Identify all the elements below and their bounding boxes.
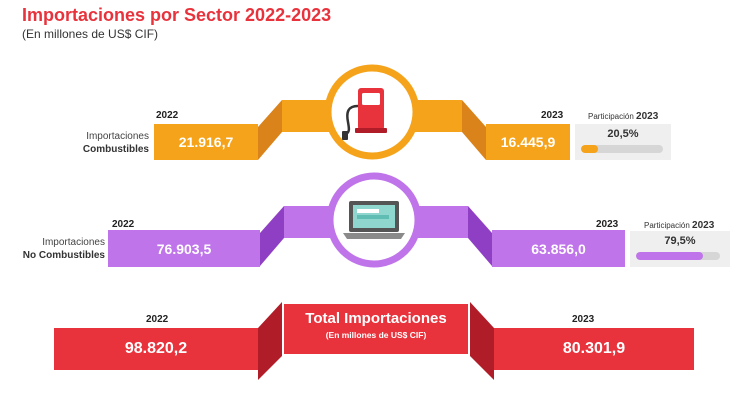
- total-banner: Total Importaciones (En millones de US$ …: [282, 302, 470, 356]
- nonfuel-share-fill: [636, 252, 703, 260]
- nonfuel-row-label: Importaciones No Combustibles: [0, 236, 105, 262]
- fuel-bar-2022: 21.916,7: [154, 124, 258, 160]
- total-ribbon-fold-right: [470, 302, 494, 380]
- total-year-2022: 2022: [146, 314, 169, 325]
- page-subtitle: (En millones de US$ CIF): [22, 27, 159, 41]
- nonfuel-bar-2022: 76.903,5: [108, 230, 260, 267]
- nonfuel-share-box: 79,5%: [630, 231, 730, 267]
- total-banner-title: Total Importaciones: [305, 310, 447, 327]
- total-bar-2023: 80.301,9: [494, 328, 694, 370]
- total-year-2023: 2023: [572, 314, 595, 325]
- page-title: Importaciones por Sector 2022-2023: [22, 5, 332, 25]
- fuel-row-label: Importaciones Combustibles: [40, 130, 149, 156]
- fuel-bar-2023: 16.445,9: [486, 124, 570, 160]
- nonfuel-row-label-line1: Importaciones: [42, 237, 105, 248]
- fuel-share-fill: [581, 145, 598, 153]
- fuel-ribbon-fold-right: [462, 100, 486, 160]
- fuel-share-track: [581, 145, 663, 153]
- fuel-share-heading: Participación 2023: [588, 111, 658, 122]
- fuel-year-2022: 2022: [156, 110, 179, 121]
- fuel-share-value: 20,5%: [607, 128, 639, 140]
- total-ribbon-fold-left: [258, 302, 282, 380]
- total-bar-2022: 98.820,2: [54, 328, 258, 370]
- fuel-share-year: 2023: [636, 111, 659, 122]
- nonfuel-share-label: Participación: [644, 221, 690, 230]
- nonfuel-share-year: 2023: [692, 220, 715, 231]
- nonfuel-ribbon-fold-right: [468, 206, 492, 266]
- fuel-year-2023: 2023: [541, 110, 564, 121]
- nonfuel-year-2023: 2023: [596, 219, 619, 230]
- nonfuel-share-track: [636, 252, 720, 260]
- nonfuel-share-heading: Participación 2023: [644, 220, 714, 231]
- nonfuel-year-2022: 2022: [112, 219, 135, 230]
- total-banner-subtitle: (En millones de US$ CIF): [325, 330, 427, 340]
- fuel-row-label-line2: Combustibles: [82, 144, 149, 155]
- nonfuel-bar-2023: 63.856,0: [492, 230, 625, 267]
- fuel-row-label-line1: Importaciones: [86, 131, 149, 142]
- nonfuel-row-label-line2: No Combustibles: [22, 250, 105, 261]
- nonfuel-share-value: 79,5%: [664, 235, 696, 247]
- fuel-ribbon-fold-left: [258, 100, 282, 160]
- fuel-share-box: 20,5%: [575, 124, 671, 160]
- fuel-share-label: Participación: [588, 112, 634, 121]
- nonfuel-ribbon-fold-left: [260, 206, 284, 266]
